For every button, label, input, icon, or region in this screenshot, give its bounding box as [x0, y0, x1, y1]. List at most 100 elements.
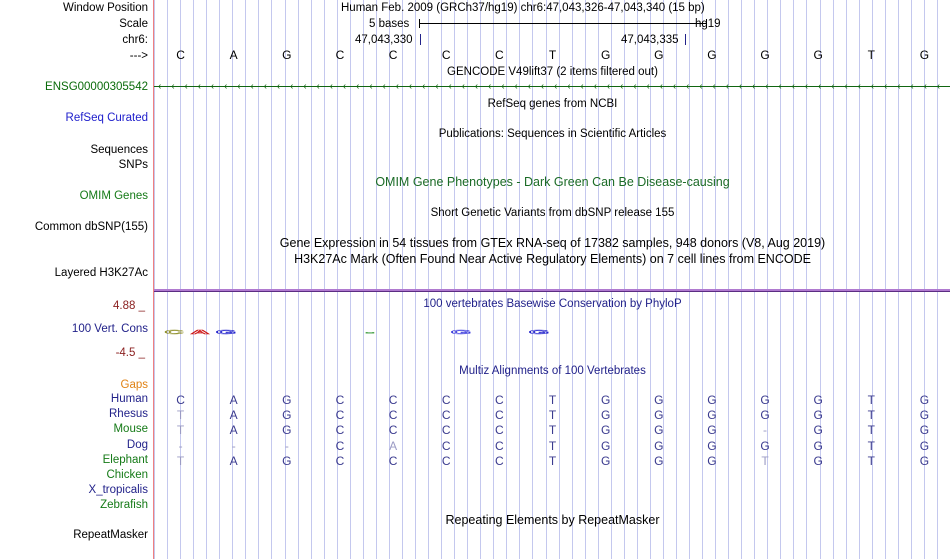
label-omim-genes[interactable]: OMIM Genes — [79, 190, 148, 202]
label-layered-h3k27ac[interactable]: Layered H3K27Ac — [54, 267, 148, 279]
gene-strand-arrow-icon: ‹ — [237, 81, 241, 92]
gene-strand-arrow-icon: ‹ — [540, 81, 545, 92]
cons-axis-max: 4.88 _ — [113, 300, 145, 312]
gene-strand-arrow-icon: ‹ — [501, 81, 505, 92]
base-letter: C — [441, 393, 451, 407]
title-gencode[interactable]: GENCODE V49lift37 (2 items filtered out) — [447, 66, 658, 78]
base-letter: G — [282, 408, 292, 423]
base-letter: A — [229, 408, 238, 423]
base-letter: C — [335, 423, 345, 438]
base-letter: C — [388, 48, 398, 62]
title-dbsnp[interactable]: Short Genetic Variants from dbSNP releas… — [430, 207, 675, 219]
alignment-row-x_tropicalis — [154, 484, 950, 498]
title-multiz[interactable]: Multiz Alignments of 100 Vertebrates — [459, 365, 646, 377]
title-omim[interactable]: OMIM Gene Phenotypes - Dark Green Can Be… — [375, 175, 730, 189]
alignment-row-chicken — [154, 469, 950, 483]
gene-strand-arrow-icon: ‹ — [804, 81, 809, 92]
base-letter: C — [441, 408, 451, 423]
base-letter: C — [388, 408, 398, 423]
species-label-chicken[interactable]: Chicken — [106, 469, 148, 481]
gene-strand-arrow-icon: ‹ — [567, 81, 571, 92]
title-repeatmasker[interactable]: Repeating Elements by RepeatMasker — [445, 513, 660, 527]
gene-strand-arrow-icon: ‹ — [316, 81, 320, 92]
species-label-x_tropicalis[interactable]: X_tropicalis — [88, 484, 148, 497]
base-letter: C — [388, 423, 398, 438]
base-letter: T — [867, 453, 875, 468]
gene-strand-arrow-icon: ‹ — [606, 81, 611, 92]
base-letter: G — [282, 453, 292, 468]
base-letter: G — [600, 438, 611, 453]
gencode-gene-arrow-line[interactable]: ‹ ‹ ‹ ‹ ‹ ‹ ‹ ‹ ‹ ‹ ‹ ‹ ‹ ‹ ‹ ‹ ‹ ‹ ‹ ‹ ‹ ‹ ‹ ‹ ‹ ‹ ‹ ‹ ‹ ‹ ‹ ‹ ‹ ‹ ‹ ‹ ‹ ‹ ‹ ‹… — [154, 81, 950, 92]
base-letter: - — [231, 438, 236, 453]
base-letter: G — [919, 393, 930, 407]
base-letter: C — [495, 408, 504, 423]
species-label-zebrafish[interactable]: Zebrafish — [100, 499, 148, 512]
gene-strand-arrow-icon: ‹ — [633, 81, 637, 92]
base-letter: C — [335, 408, 345, 423]
base-letter: G — [707, 423, 717, 438]
gene-strand-arrow-icon: ‹ — [752, 81, 756, 92]
base-letter: T — [867, 48, 875, 62]
track-image-area[interactable]: Human Feb. 2009 (GRCh37/hg19) chr6:47,04… — [153, 0, 950, 559]
label-repeatmasker[interactable]: RepeatMasker — [73, 529, 148, 541]
coord-right-tick — [685, 34, 686, 45]
gene-strand-arrow-icon: ‹ — [382, 81, 386, 92]
conservation-track-divider — [154, 289, 950, 292]
base-letter: C — [495, 423, 504, 438]
base-letter: G — [707, 393, 717, 407]
base-letter: G — [813, 393, 823, 407]
gene-strand-arrow-icon: ‹ — [408, 81, 413, 92]
species-label-dog[interactable]: Dog — [126, 438, 148, 451]
title-refseq[interactable]: RefSeq genes from NCBI — [487, 98, 618, 110]
species-label-human[interactable]: Human — [110, 393, 148, 405]
label-publications-snps[interactable]: SNPs — [118, 159, 148, 171]
svg-text:C: C — [165, 329, 184, 335]
base-letter: G — [760, 393, 770, 407]
gene-strand-arrow-icon: ‹ — [422, 81, 426, 92]
gene-strand-arrow-icon: ‹ — [224, 81, 228, 92]
base-letter: G — [654, 393, 664, 407]
title-gtex[interactable]: Gene Expression in 54 tissues from GTEx … — [279, 236, 826, 250]
title-h3k27ac[interactable]: H3K27Ac Mark (Often Found Near Active Re… — [294, 252, 811, 266]
species-label-elephant[interactable]: Elephant — [102, 453, 148, 466]
gene-strand-arrow-icon: ‹ — [712, 81, 716, 92]
gene-strand-arrow-icon: ‹ — [276, 81, 281, 92]
gene-strand-arrow-icon: ‹ — [197, 81, 201, 92]
base-letter: T — [176, 423, 185, 438]
label-100-vert-cons[interactable]: 100 Vert. Cons — [71, 323, 148, 335]
species-label-mouse[interactable]: Mouse — [113, 423, 148, 436]
base-letter: T — [548, 408, 557, 423]
alignment-row-zebrafish — [154, 499, 950, 513]
title-publications[interactable]: Publications: Sequences in Scientific Ar… — [438, 128, 667, 140]
base-letter: C — [335, 48, 345, 62]
gene-strand-arrow-icon: ‹ — [910, 81, 914, 92]
gene-strand-arrow-icon: ‹ — [461, 81, 465, 92]
label-publications-sequences[interactable]: Sequences — [90, 144, 148, 156]
base-letter: G — [919, 438, 930, 453]
base-letter: C — [441, 423, 451, 438]
gene-strand-arrow-icon: ‹ — [936, 81, 941, 92]
cons-axis-min: -4.5 _ — [115, 347, 145, 359]
base-letter: A — [229, 453, 238, 468]
label-common-dbsnp[interactable]: Common dbSNP(155) — [34, 221, 148, 233]
conservation-base-glyph--: - — [365, 328, 375, 335]
scale-units-label: 5 bases — [369, 18, 410, 30]
title-conservation[interactable]: 100 vertebrates Basewise Conservation by… — [423, 298, 682, 310]
gene-strand-arrow-icon: ‹ — [593, 81, 597, 92]
gene-strand-arrow-icon: ‹ — [672, 81, 677, 92]
gene-strand-arrow-icon: ‹ — [778, 81, 782, 92]
gene-strand-arrow-icon: ‹ — [329, 81, 333, 92]
species-label-rhesus[interactable]: Rhesus — [109, 408, 148, 421]
gene-strand-arrow-icon: ‹ — [210, 81, 215, 92]
gene-strand-arrow-icon: ‹ — [448, 81, 452, 92]
label-gaps[interactable]: Gaps — [120, 379, 149, 391]
gene-strand-arrow-icon: ‹ — [369, 81, 373, 92]
gene-strand-arrow-icon: ‹ — [857, 81, 861, 92]
label-gencode-gene[interactable]: ENSG00000305542 — [45, 81, 148, 93]
base-letter: G — [760, 408, 770, 423]
base-letter: T — [867, 393, 875, 407]
label-refseq-curated[interactable]: RefSeq Curated — [65, 112, 148, 124]
base-letter: C — [335, 453, 345, 468]
